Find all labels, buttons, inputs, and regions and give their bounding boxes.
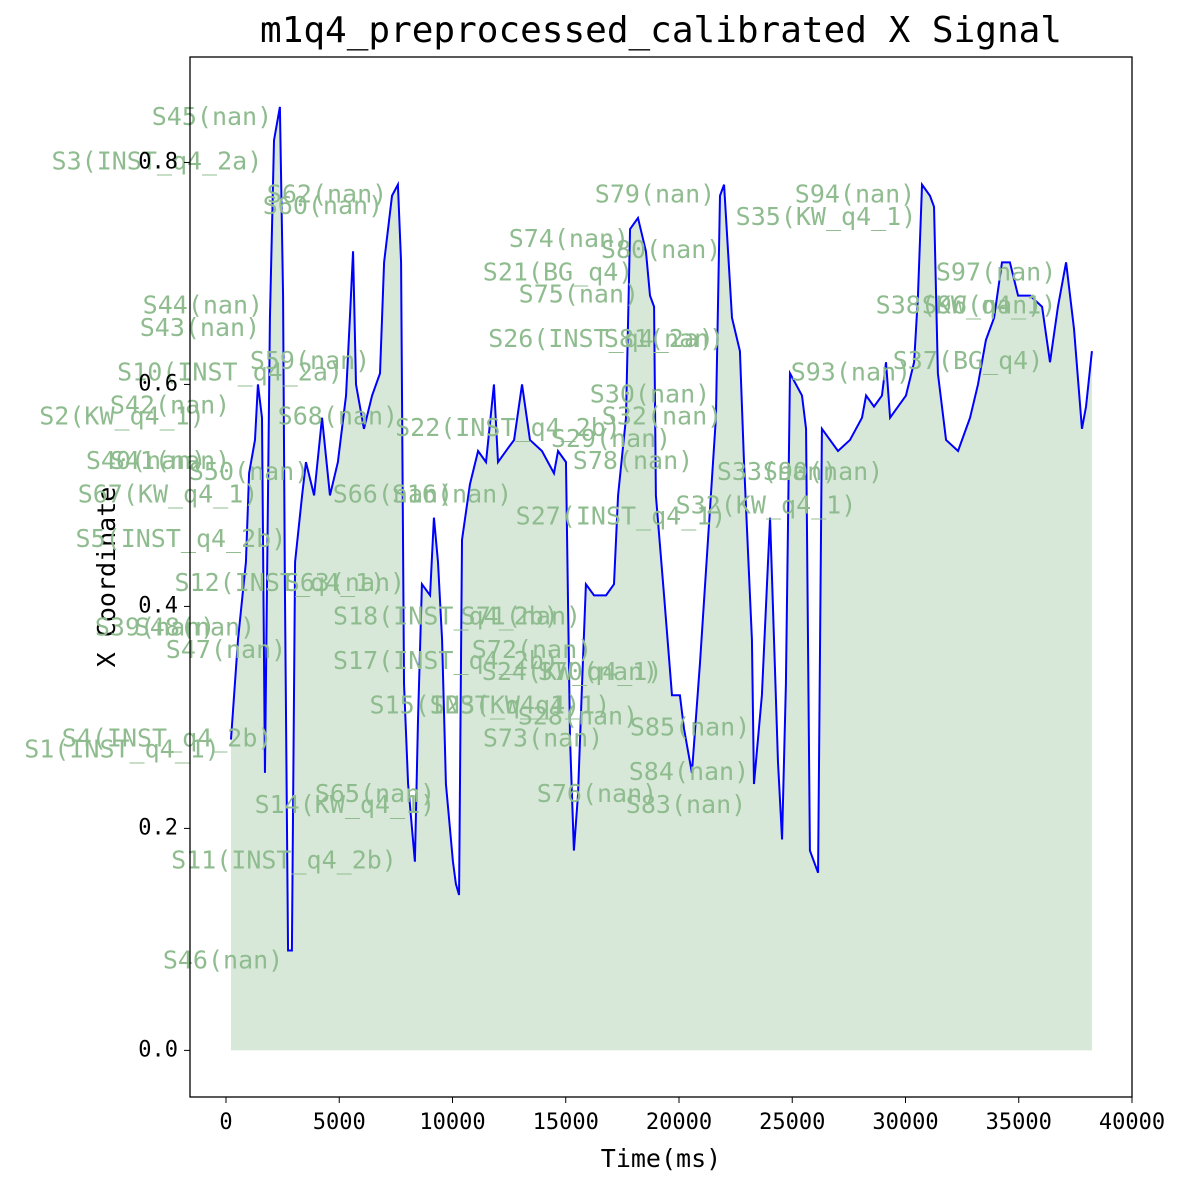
annotation: S46(nan) — [163, 946, 283, 975]
annotation: S90(nan) — [763, 457, 883, 486]
annotation: S59(nan) — [250, 346, 370, 375]
annotation: S15(INST_q4_1) — [370, 690, 581, 719]
annotation: S41(nan) — [110, 446, 230, 475]
annotation: S38(KW_q4_1) — [876, 291, 1057, 320]
annotation: S27(INST_q4_1) — [516, 502, 727, 531]
annotation: S32(KW_q4_1) — [676, 491, 857, 520]
annotation: S71(nan) — [461, 602, 581, 631]
y-tick-label: 0.6 — [138, 371, 178, 396]
annotation: S17(INST_q4_2b) — [333, 646, 559, 675]
annotation: S80(nan) — [601, 235, 721, 264]
annotation: S5(INST_q4_2b) — [76, 524, 287, 553]
annotation: S22(INST_q4_2b) — [395, 413, 621, 442]
x-axis-label: Time(ms) — [601, 1144, 721, 1173]
annotation: S47(nan) — [166, 635, 286, 664]
y-tick-label: 0.4 — [138, 593, 178, 618]
annotation: S21(BG_q4) — [483, 257, 634, 286]
x-tick-label: 20000 — [646, 1110, 712, 1135]
annotation: S23(KW_q4_1) — [430, 690, 611, 719]
annotation: S43(nan) — [140, 313, 260, 342]
x-tick-label: 40000 — [1099, 1110, 1165, 1135]
annotation: S18(INST_q4_2b) — [333, 602, 559, 631]
y-tick-label: 0.2 — [138, 815, 178, 840]
annotation: S70(nan) — [538, 657, 658, 686]
annotation: S40(nan) — [86, 446, 206, 475]
annotation: S93(nan) — [791, 357, 911, 386]
annotation: S11(INST_q4_2b) — [171, 846, 397, 875]
annotation: S45(nan) — [152, 102, 272, 131]
annotation: S37(BG_q4) — [893, 346, 1044, 375]
annotation: S63(nan) — [285, 568, 405, 597]
annotation: S65(nan) — [315, 779, 435, 808]
annotation: S39(nan) — [95, 613, 215, 642]
annotation: S16(nan) — [392, 479, 512, 508]
annotation: S1(INST_q4_1) — [24, 735, 220, 764]
annotation: S24(KW_q4_1) — [482, 657, 663, 686]
annotation: S10(INST_q4_2a) — [117, 357, 343, 386]
annotation: S75(nan) — [519, 280, 639, 309]
annotation: S97(nan) — [936, 257, 1056, 286]
x-tick-label: 35000 — [986, 1110, 1052, 1135]
annotation: S66(nan) — [333, 479, 453, 508]
annotation: S14(KW_q4_1) — [255, 790, 436, 819]
plot-frame — [189, 56, 1133, 1098]
annotation: S29(nan) — [551, 424, 671, 453]
y-axis-label: X Coordinate — [92, 487, 121, 668]
annotation: S62(nan) — [267, 180, 387, 209]
annotation: S30(nan) — [590, 380, 710, 409]
annotation: S50(nan) — [189, 457, 309, 486]
annotation: S96(nan) — [922, 291, 1042, 320]
annotation: S48(nan) — [135, 613, 255, 642]
y-tick-label: 0.8 — [138, 149, 178, 174]
x-tick-label: 15000 — [533, 1110, 599, 1135]
annotation: S67(KW_q4_1) — [78, 479, 259, 508]
annotation: S26(INST_q4_2a) — [488, 324, 714, 353]
annotation: S81(nan) — [604, 324, 724, 353]
area — [230, 106, 1092, 1051]
x-tick-label: 10000 — [419, 1110, 485, 1135]
x-tick-label: 5000 — [313, 1110, 366, 1135]
annotation: S28(nan) — [518, 701, 638, 730]
annotation: S79(nan) — [595, 180, 715, 209]
annotation: S84(nan) — [629, 757, 749, 786]
x-tick-label: 0 — [219, 1110, 232, 1135]
annotation: S78(nan) — [573, 446, 693, 475]
annotation: S76(nan) — [537, 779, 657, 808]
x-tick-label: 30000 — [872, 1110, 938, 1135]
annotation: S42(nan) — [110, 391, 230, 420]
annotation: S83(nan) — [626, 790, 746, 819]
line — [229, 106, 1093, 952]
annotation: S3(INST_q4_2a) — [52, 146, 263, 175]
annotation: S4(INST_q4_2b) — [62, 724, 273, 753]
annotation: S72(nan) — [472, 635, 592, 664]
annotation: S44(nan) — [143, 291, 263, 320]
y-tick-label: 0.0 — [138, 1037, 178, 1062]
x-tick-label: 25000 — [759, 1110, 825, 1135]
annotation: S85(nan) — [630, 713, 750, 742]
annotation: S33(nan) — [717, 457, 837, 486]
annotation: S68(nan) — [278, 402, 398, 431]
annotation: S2(KW_q4_1) — [39, 402, 205, 431]
annotation: S35(KW_q4_1) — [736, 202, 917, 231]
annotation: S60(nan) — [263, 191, 383, 220]
annotation: S74(nan) — [509, 224, 629, 253]
chart-title: m1q4_preprocessed_calibrated X Signal — [260, 10, 1062, 51]
annotation: S32(nan) — [602, 402, 722, 431]
annotation: S12(INST_q4_1) — [175, 568, 386, 597]
annotation: S94(nan) — [795, 180, 915, 209]
annotation: S73(nan) — [483, 724, 603, 753]
